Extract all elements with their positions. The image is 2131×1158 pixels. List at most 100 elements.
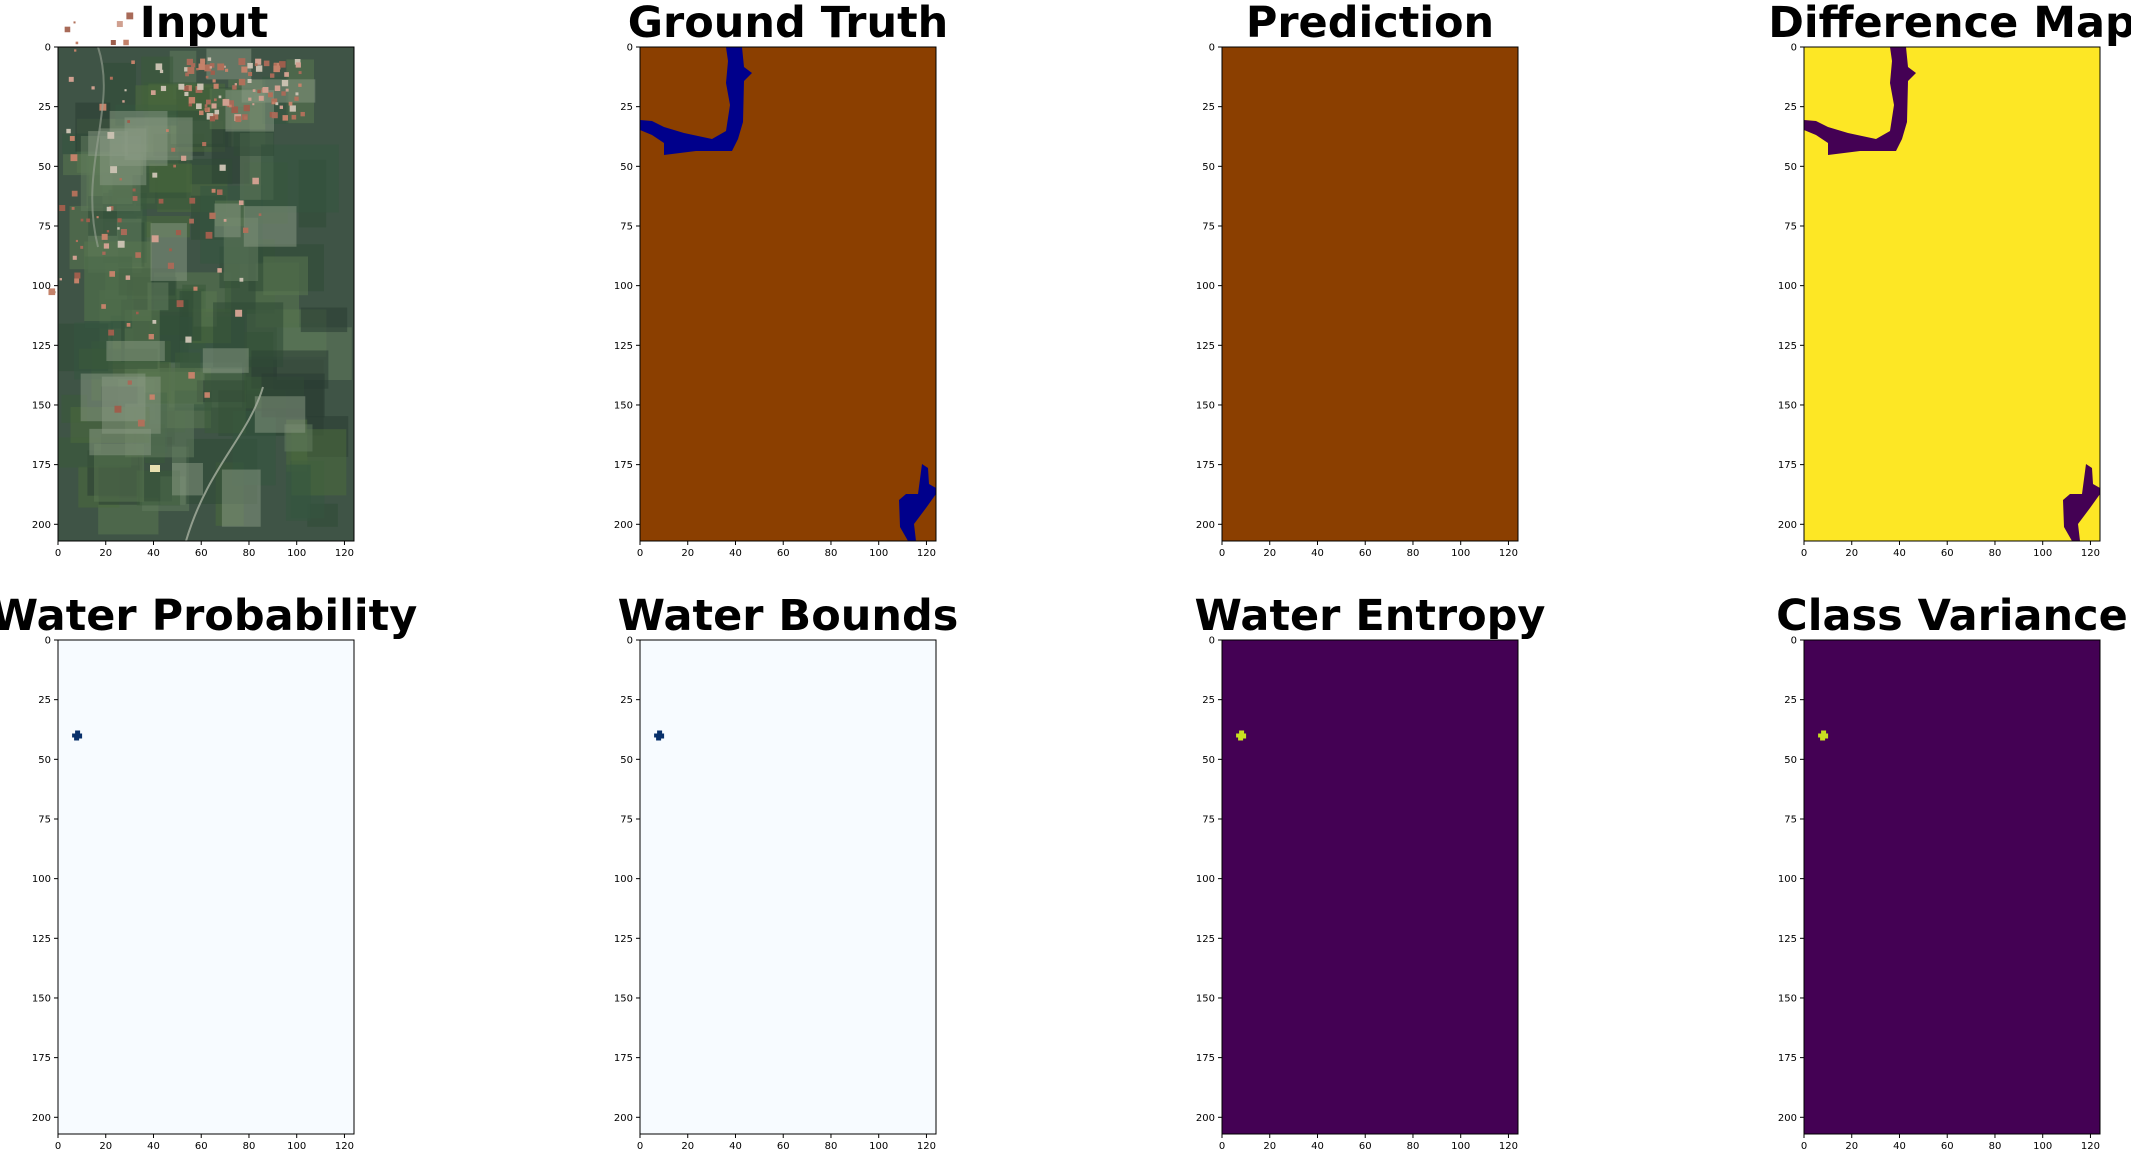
panel-title: Class Variance (1776, 591, 2128, 641)
x-tick-label: 60 (195, 548, 208, 559)
x-tick-label: 40 (1311, 548, 1324, 559)
x-tick-label: 40 (147, 548, 160, 559)
y-tick-label: 150 (1778, 400, 1797, 411)
water-pixel-marker (1818, 730, 1829, 741)
x-tick-label: 40 (729, 1141, 742, 1152)
x-tick-label: 0 (55, 548, 61, 559)
x-tick-label: 100 (1451, 548, 1470, 559)
y-tick-label: 75 (620, 814, 633, 825)
y-tick-label: 75 (38, 814, 51, 825)
y-tick-label: 150 (1196, 993, 1215, 1004)
x-tick-label: 0 (637, 1141, 643, 1152)
y-tick-label: 200 (1196, 1113, 1215, 1124)
y-tick-label: 75 (620, 221, 633, 232)
y-tick-label: 25 (1202, 695, 1215, 706)
y-tick-label: 125 (1196, 341, 1215, 352)
x-tick-label: 100 (2033, 1141, 2052, 1152)
y-tick-label: 50 (38, 162, 51, 173)
y-tick-label: 125 (614, 341, 633, 352)
axes-frame (57, 46, 355, 542)
panel-title: Prediction (1246, 0, 1494, 48)
panel-title: Water Bounds (618, 591, 959, 641)
x-tick-label: 20 (1263, 1141, 1276, 1152)
x-tick-label: 120 (1499, 1141, 1518, 1152)
x-tick-label: 0 (1801, 1141, 1807, 1152)
x-tick-label: 60 (1941, 1141, 1954, 1152)
y-tick-label: 200 (614, 520, 633, 531)
y-tick-label: 175 (1196, 460, 1215, 471)
y-tick-label: 0 (1209, 43, 1215, 54)
panel-prediction: Prediction 0 20 40 60 80 100 120 0 25 50 75 100 125 15… (1196, 0, 1519, 559)
x-tick-label: 80 (1407, 548, 1420, 559)
y-tick-label: 0 (1791, 43, 1797, 54)
panel-image (640, 640, 936, 1134)
y-tick-label: 25 (38, 695, 51, 706)
y-tick-label: 100 (1778, 281, 1797, 292)
water-pixel-marker (654, 730, 665, 741)
y-tick-label: 0 (1209, 636, 1215, 647)
panel-image (1222, 47, 1518, 541)
y-tick-label: 175 (32, 1053, 51, 1064)
y-tick-label: 0 (45, 43, 51, 54)
y-tick-label: 150 (1196, 400, 1215, 411)
x-tick-label: 0 (1219, 548, 1225, 559)
axes-frame (57, 639, 355, 1135)
x-tick-label: 120 (917, 1141, 936, 1152)
x-tick-label: 20 (1845, 1141, 1858, 1152)
x-tick-label: 60 (777, 548, 790, 559)
y-tick-label: 200 (1778, 1113, 1797, 1124)
x-tick-label: 20 (99, 1141, 112, 1152)
x-tick-label: 100 (1451, 1141, 1470, 1152)
y-tick-label: 75 (1202, 221, 1215, 232)
y-tick-label: 0 (627, 636, 633, 647)
y-tick-label: 75 (1202, 814, 1215, 825)
panel-title: Water Probability (0, 591, 417, 641)
y-tick-label: 100 (614, 874, 633, 885)
axes-frame (639, 639, 937, 1135)
y-tick-label: 175 (1778, 1053, 1797, 1064)
y-tick-label: 200 (1778, 520, 1797, 531)
axes-frame (639, 46, 937, 542)
x-tick-label: 40 (147, 1141, 160, 1152)
water-pixel-marker (72, 730, 83, 741)
y-tick-label: 200 (614, 1113, 633, 1124)
x-tick-label: 100 (287, 548, 306, 559)
panel-title: Difference Map (1768, 0, 2131, 48)
y-tick-label: 100 (32, 281, 51, 292)
x-tick-label: 80 (1989, 1141, 2002, 1152)
x-tick-label: 20 (1845, 548, 1858, 559)
x-tick-label: 0 (1219, 1141, 1225, 1152)
y-tick-label: 200 (32, 1113, 51, 1124)
y-tick-label: 125 (1196, 934, 1215, 945)
y-tick-label: 0 (45, 636, 51, 647)
y-tick-label: 150 (32, 993, 51, 1004)
panel-image (48, 12, 354, 542)
y-tick-label: 125 (1778, 934, 1797, 945)
axes-frame (1803, 639, 2101, 1135)
y-tick-label: 50 (1202, 755, 1215, 766)
y-tick-label: 0 (1791, 636, 1797, 647)
y-tick-label: 50 (1784, 755, 1797, 766)
x-tick-label: 40 (1311, 1141, 1324, 1152)
x-tick-label: 20 (99, 548, 112, 559)
y-tick-label: 125 (614, 934, 633, 945)
panel-title: Ground Truth (628, 0, 949, 48)
panel-image (58, 640, 354, 1134)
x-tick-label: 0 (637, 548, 643, 559)
x-tick-label: 20 (1263, 548, 1276, 559)
x-tick-label: 60 (195, 1141, 208, 1152)
x-tick-label: 60 (1359, 548, 1372, 559)
x-tick-label: 40 (1893, 1141, 1906, 1152)
panel-title: Input (140, 0, 269, 48)
y-tick-label: 50 (1202, 162, 1215, 173)
panel-input: Input 0 20 40 60 80 100 120 0 25 50 75 100 125 150 175 2… (32, 0, 355, 559)
x-tick-label: 60 (1941, 548, 1954, 559)
y-tick-label: 25 (1784, 695, 1797, 706)
axes-frame (1803, 46, 2101, 542)
y-tick-label: 100 (1196, 281, 1215, 292)
panel-title: Water Entropy (1195, 591, 1546, 641)
